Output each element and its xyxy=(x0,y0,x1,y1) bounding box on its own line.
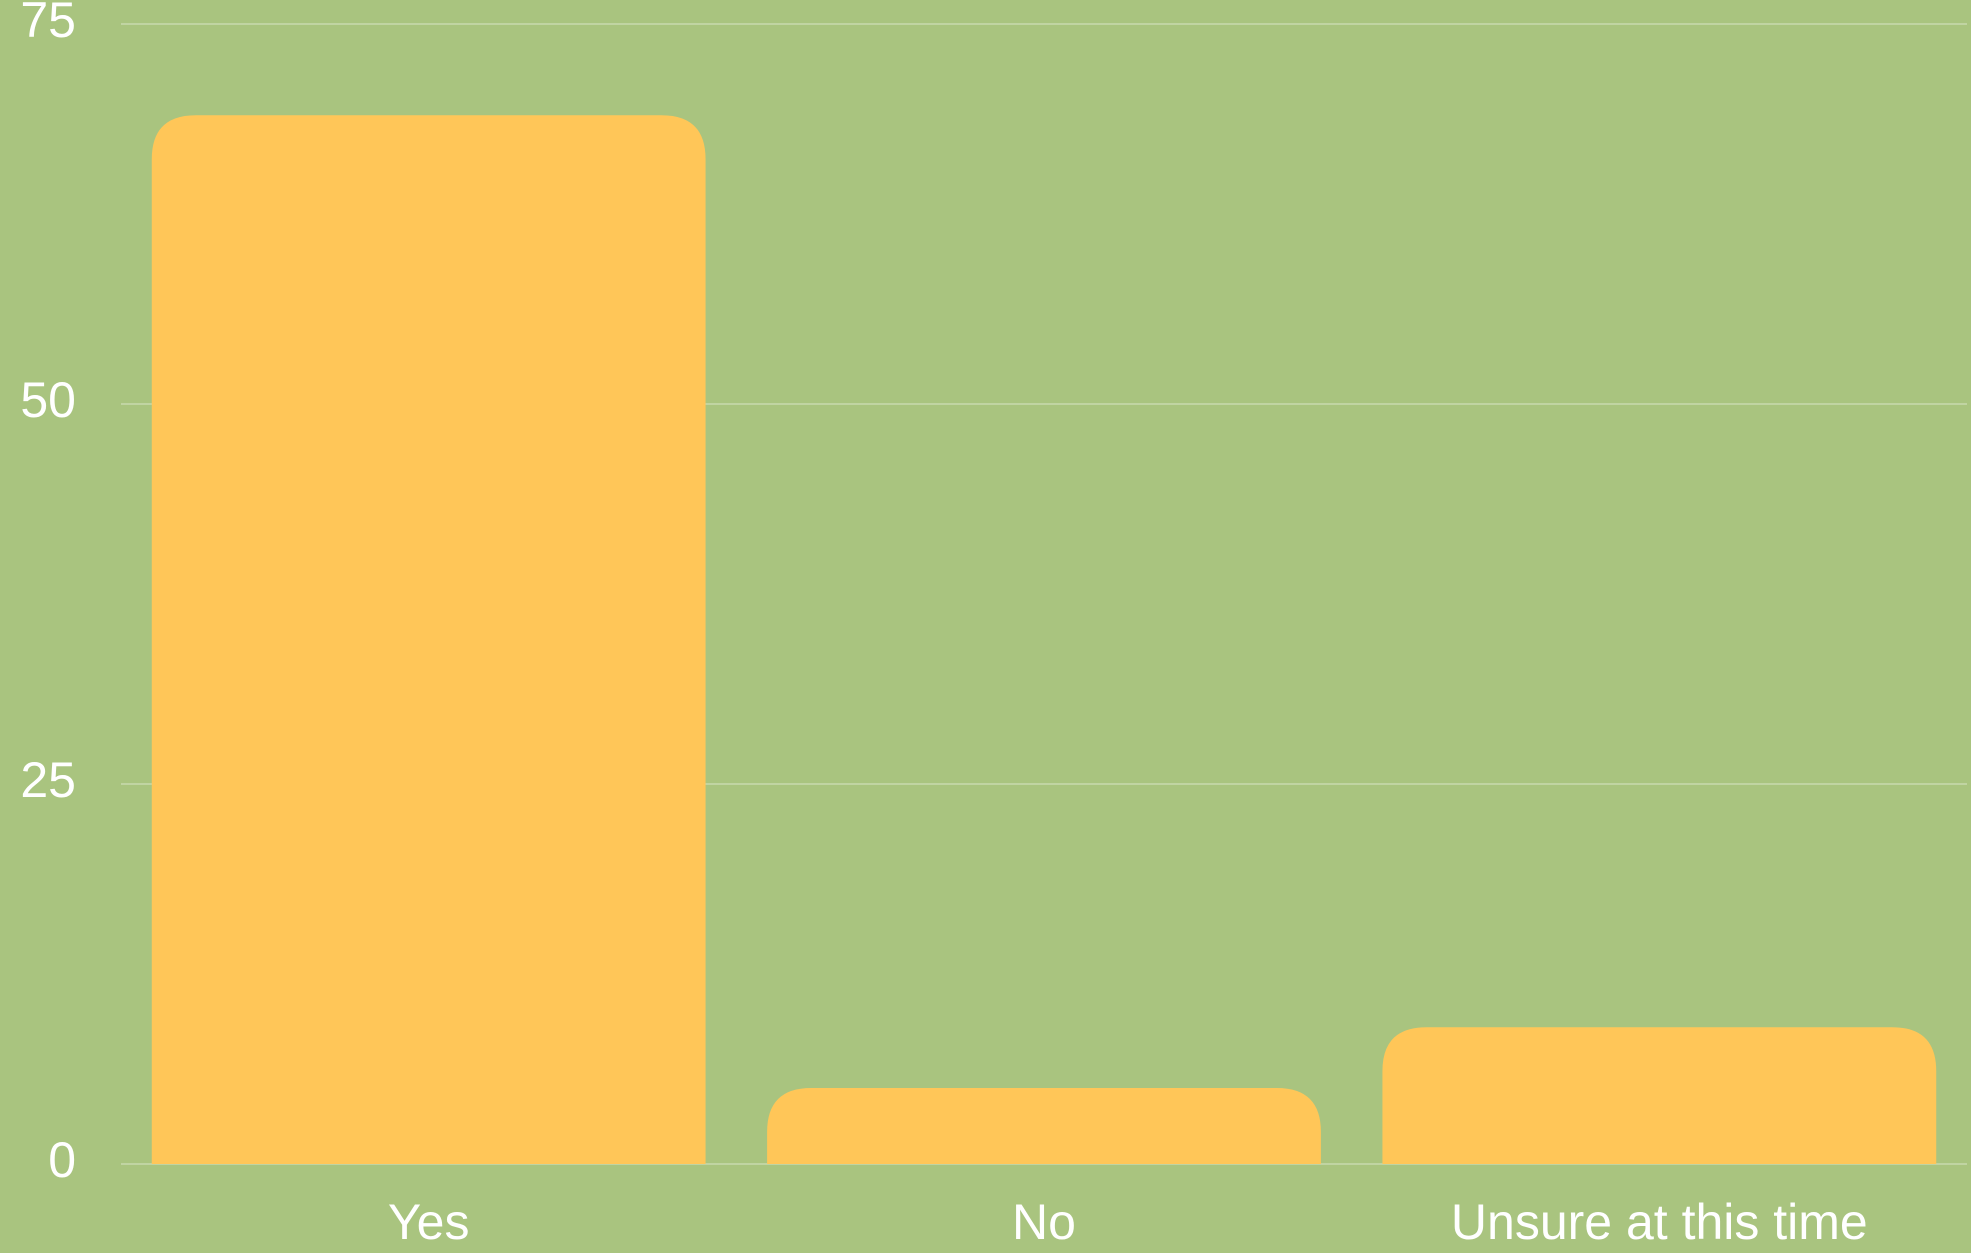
bar xyxy=(1382,1027,1937,1164)
y-tick-label: 75 xyxy=(20,0,76,48)
bar xyxy=(151,115,706,1165)
y-tick-label: 0 xyxy=(48,1132,76,1188)
y-tick-label: 25 xyxy=(20,752,76,808)
x-tick-label: No xyxy=(1012,1194,1076,1250)
bar xyxy=(767,1088,1321,1164)
x-tick-label: Yes xyxy=(388,1194,470,1250)
y-tick-label: 50 xyxy=(20,372,76,428)
x-tick-label: Unsure at this time xyxy=(1451,1194,1868,1250)
